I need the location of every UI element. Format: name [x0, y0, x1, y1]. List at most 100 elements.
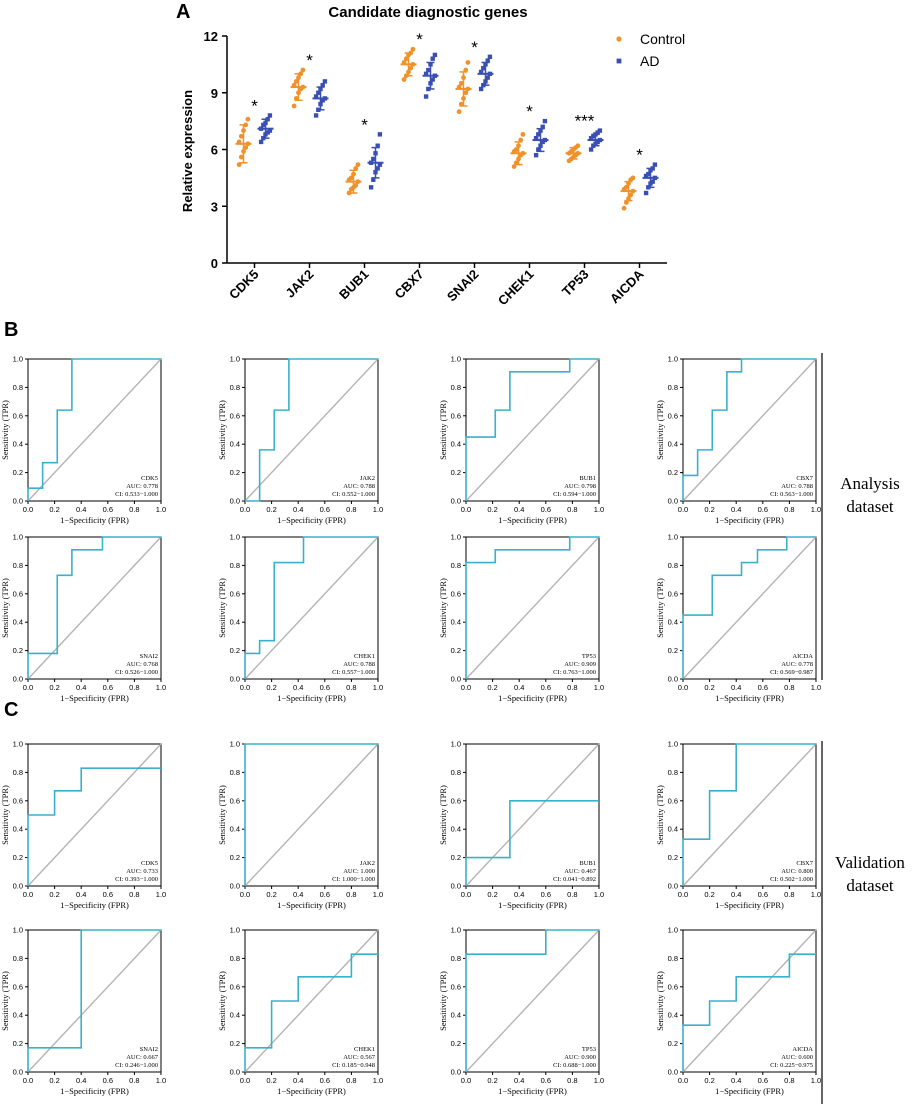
roc-gene-label: CBX7: [796, 475, 813, 482]
roc-curve: [465, 929, 599, 1072]
roc-auc-label: AUC: 0.600: [781, 1054, 813, 1061]
y-tick-label: 0.8: [13, 383, 23, 392]
roc-ci-label: CI: 0.557−1.000: [332, 669, 375, 676]
y-tick-label: 0.4: [13, 825, 23, 834]
significance-mark: *: [251, 96, 258, 115]
x-tick-label: 0.8: [784, 505, 794, 514]
roc-gene-label: TP53: [582, 1046, 596, 1053]
roc-gene-label: BUB1: [579, 475, 596, 482]
x-tick-label: 0.2: [49, 683, 59, 692]
ad-point: [313, 94, 319, 99]
y-tick-label: 1.0: [230, 926, 240, 935]
y-tick-label: 0: [211, 256, 218, 271]
x-tick-label: 0.0: [23, 683, 33, 692]
x-tick-label: 1.0: [811, 1076, 821, 1085]
roc-ci-label: CI: 0.041−0.892: [553, 876, 596, 883]
x-tick-label: 0.2: [266, 1076, 276, 1085]
roc-auc-label: AUC: 0.900: [564, 1054, 596, 1061]
reference-diagonal: [465, 536, 600, 680]
y-axis-label: Sensitivity (TPR): [0, 400, 10, 460]
y-tick-label: 0.8: [451, 383, 461, 392]
roc-plot-jak2: 0.00.0 0.2 0.2 0.4 0.4 0.6 0.6 0.8 0.8 1.0 1.0 1−Sp…: [217, 740, 383, 911]
control-point: [628, 192, 634, 198]
ad-point: [485, 58, 490, 63]
y-tick-label: 0.6: [230, 411, 240, 420]
roc-auc-label: AUC: 0.798: [564, 483, 596, 490]
control-point: [293, 79, 299, 84]
roc-curve: [465, 536, 599, 679]
x-tick-label: 0.0: [240, 683, 250, 692]
x-tick-label: 0.4: [514, 505, 524, 514]
control-point: [458, 80, 464, 86]
analysis-label-line2: dataset: [846, 497, 893, 516]
significance-mark: *: [416, 30, 423, 49]
x-tick-label: CHEK1: [495, 267, 537, 309]
y-tick-label: 1.0: [230, 740, 240, 749]
roc-gene-label: AICDA: [792, 1046, 813, 1053]
x-tick-label: 1.0: [373, 683, 383, 692]
x-tick-label: 0.8: [784, 890, 794, 899]
control-point: [238, 154, 244, 160]
roc-curve: [244, 536, 378, 679]
roc-plot-cdk5: 0.00.0 0.2 0.2 0.4 0.4 0.6 0.6 0.8 0.8 1.0 1.0 1−Sp…: [0, 740, 166, 911]
y-tick-label: 0.4: [451, 1011, 461, 1020]
control-point: [465, 60, 471, 65]
roc-gene-label: CBX7: [796, 860, 813, 867]
reference-diagonal: [244, 358, 379, 502]
roc-plot-cbx7: 0.00.0 0.2 0.2 0.4 0.4 0.6 0.6 0.8 0.8 1.0 1.0 1−Sp…: [655, 355, 821, 526]
y-tick-label: 0.8: [230, 768, 240, 777]
ad-point: [485, 75, 490, 80]
y-tick-label: 0.8: [668, 383, 678, 392]
control-point: [630, 175, 636, 181]
y-tick-label: 0.6: [13, 982, 23, 991]
ad-point: [432, 52, 438, 58]
x-tick-label: 0.8: [567, 683, 577, 692]
ad-point: [643, 190, 649, 196]
y-tick-label: 0.6: [451, 411, 461, 420]
y-tick-label: 1.0: [451, 355, 461, 364]
y-tick-label: 0.8: [13, 561, 23, 570]
y-tick-label: 1.0: [668, 533, 678, 542]
y-tick-label: 1.0: [451, 926, 461, 935]
roc-plot-tp53: 0.00.0 0.2 0.2 0.4 0.4 0.6 0.6 0.8 0.8 1.0 1.0 1−Sp…: [438, 533, 604, 704]
y-tick-label: 0.2: [668, 853, 678, 862]
x-tick-label: 0.0: [678, 1076, 688, 1085]
roc-ci-label: CI: 1.000−1.000: [332, 876, 375, 883]
significance-mark: ***: [575, 112, 595, 131]
ad-point: [375, 166, 380, 171]
roc-ci-label: CI: 0.225−0.975: [770, 1062, 813, 1069]
control-point: [621, 205, 627, 211]
x-tick-label: 0.4: [293, 890, 303, 899]
x-tick-label: AICDA: [607, 266, 647, 306]
y-axis-label: Sensitivity (TPR): [0, 971, 10, 1031]
roc-curve: [27, 358, 161, 501]
x-axis-label: 1−Specificity (FPR): [715, 900, 784, 910]
x-axis-label: 1−Specificity (FPR): [60, 900, 129, 910]
x-tick-label: 0.4: [76, 505, 86, 514]
y-tick-label: 0.6: [230, 982, 240, 991]
ad-point: [597, 128, 603, 133]
roc-grid-analysis: 0.0 0.0 0.2 0.2 0.4 0.4 0.6 0.6 0.8 0.8 1.0 1.0 1−Sp…: [0, 355, 821, 704]
x-tick-label: 0.4: [76, 1076, 86, 1085]
x-tick-label: 0.4: [76, 890, 86, 899]
y-tick-label: 0.0: [668, 882, 678, 891]
x-tick-label: 0.6: [320, 1076, 330, 1085]
y-tick-label: 0.2: [13, 853, 23, 862]
x-tick-label: 0.6: [758, 1076, 768, 1085]
x-tick-label: 0.4: [293, 683, 303, 692]
y-tick-label: 0.4: [13, 440, 23, 449]
y-axis-label: Sensitivity (TPR): [655, 971, 665, 1031]
x-axis-label: 1−Specificity (FPR): [60, 693, 129, 703]
ad-point: [368, 185, 374, 190]
y-axis-label: Sensitivity (TPR): [0, 578, 10, 638]
ad-point: [377, 162, 383, 167]
y-tick-label: 0.2: [13, 468, 23, 477]
x-tick-label: 1.0: [594, 1076, 604, 1085]
x-tick-label: 1.0: [594, 683, 604, 692]
roc-ci-label: CI: 0.569−0.987: [770, 669, 814, 676]
roc-auc-label: AUC: 0.667: [126, 1054, 159, 1061]
roc-auc-label: AUC: 0.788: [343, 483, 375, 490]
roc-plot-chek1: 0.00.0 0.2 0.2 0.4 0.4 0.6 0.6 0.8 0.8 1.0 1.0 1−Sp…: [217, 533, 383, 704]
legend-marker-control: [616, 36, 622, 42]
y-tick-label: 1.0: [230, 355, 240, 364]
